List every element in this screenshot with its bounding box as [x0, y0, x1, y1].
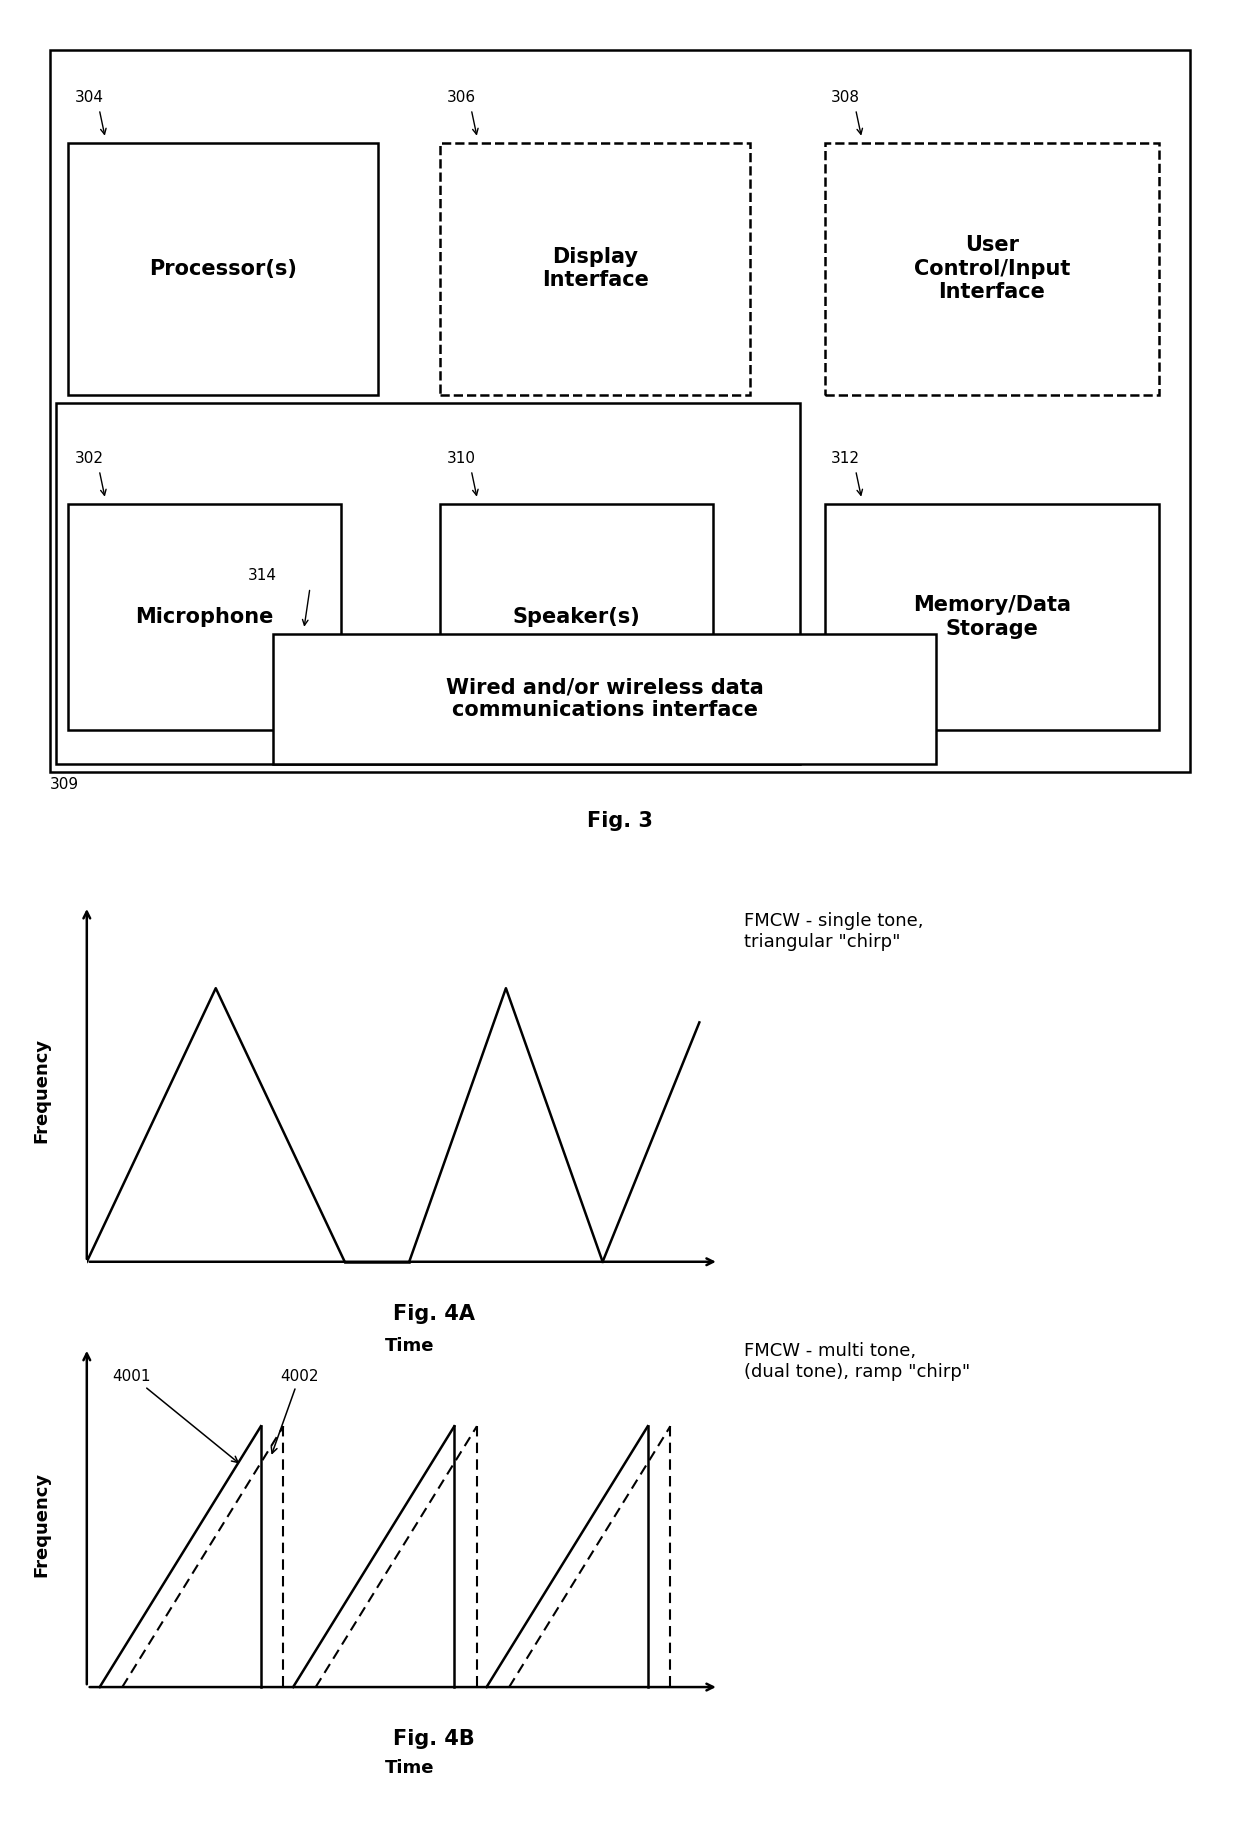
Text: 304: 304 — [74, 90, 103, 105]
Text: 306: 306 — [446, 90, 475, 105]
Text: Frequency: Frequency — [32, 1472, 51, 1577]
Text: Memory/Data
Storage: Memory/Data Storage — [913, 596, 1071, 638]
Text: 4001: 4001 — [113, 1369, 238, 1463]
Text: Time: Time — [384, 1758, 434, 1777]
Bar — [273, 635, 936, 764]
Text: 4002: 4002 — [272, 1369, 319, 1454]
Text: User
Control/Input
Interface: User Control/Input Interface — [914, 236, 1070, 303]
Bar — [825, 504, 1159, 731]
Bar — [56, 402, 800, 764]
Text: 312: 312 — [831, 450, 859, 467]
Bar — [68, 504, 341, 731]
Text: 309: 309 — [50, 777, 78, 792]
Text: 314: 314 — [248, 568, 277, 583]
Text: Microphone: Microphone — [135, 607, 274, 627]
Text: FMCW - single tone,
triangular "chirp": FMCW - single tone, triangular "chirp" — [744, 911, 924, 952]
Text: Fig. 4B: Fig. 4B — [393, 1729, 475, 1749]
Text: FMCW - multi tone,
(dual tone), ramp "chirp": FMCW - multi tone, (dual tone), ramp "ch… — [744, 1341, 970, 1382]
Text: Frequency: Frequency — [32, 1039, 51, 1144]
Text: Display
Interface: Display Interface — [542, 247, 649, 290]
Text: Time: Time — [384, 1338, 434, 1354]
Text: Fig. 4A: Fig. 4A — [393, 1304, 475, 1325]
Bar — [825, 142, 1159, 395]
Bar — [50, 50, 1190, 773]
Bar — [68, 142, 378, 395]
Text: 308: 308 — [831, 90, 859, 105]
Text: 302: 302 — [74, 450, 103, 467]
Text: 310: 310 — [446, 450, 475, 467]
Bar — [440, 504, 713, 731]
Text: Processor(s): Processor(s) — [149, 258, 298, 279]
Text: Fig. 3: Fig. 3 — [587, 812, 653, 830]
Bar — [440, 142, 750, 395]
Text: Wired and/or wireless data
communications interface: Wired and/or wireless data communication… — [445, 677, 764, 720]
Text: Speaker(s): Speaker(s) — [512, 607, 641, 627]
